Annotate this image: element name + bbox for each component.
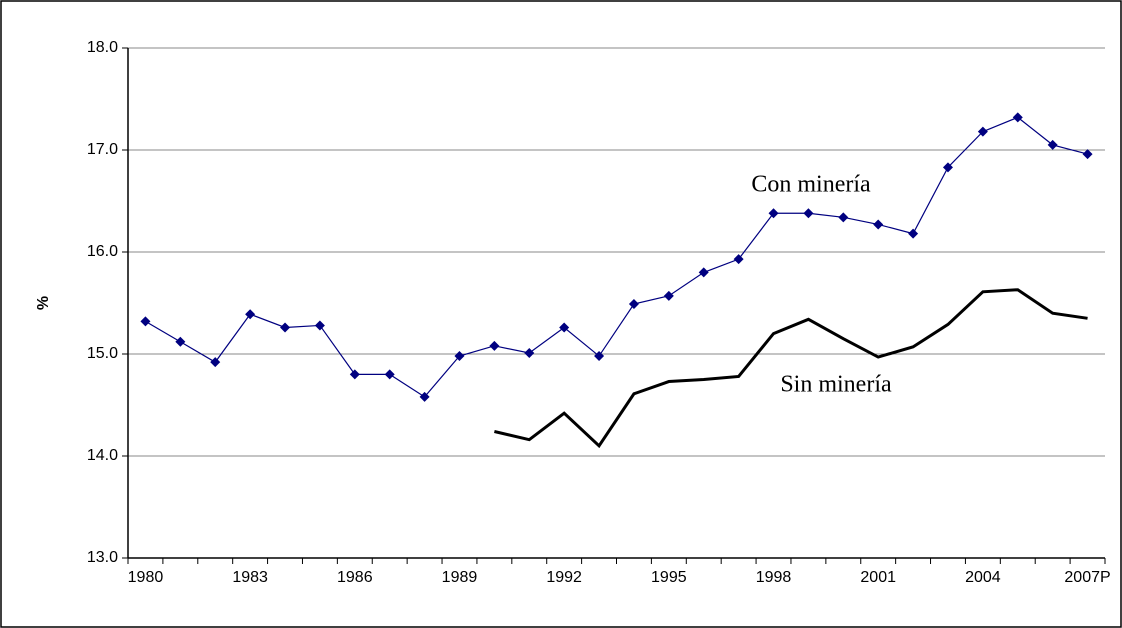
x-tick-label: 1983 (232, 569, 268, 586)
data-marker (419, 391, 430, 402)
data-marker (349, 369, 360, 380)
data-marker (314, 320, 325, 331)
series-annotation: Con minería (751, 172, 871, 198)
series-annotation: Sin minería (780, 372, 892, 398)
data-marker (838, 212, 849, 223)
x-tick-label: 1986 (337, 569, 373, 586)
data-marker (245, 309, 256, 320)
data-marker (524, 347, 535, 358)
y-axis-label: % (35, 296, 52, 310)
y-tick-label: 17.0 (87, 141, 118, 158)
x-tick-label: 2001 (860, 569, 896, 586)
data-marker (908, 228, 919, 239)
data-marker (280, 322, 291, 333)
y-tick-label: 13.0 (87, 549, 118, 566)
series-line (494, 288, 1088, 449)
data-marker (733, 254, 744, 265)
data-marker (942, 162, 953, 173)
x-tick-label: 1995 (651, 569, 687, 586)
data-marker (594, 351, 605, 362)
data-marker (175, 336, 186, 347)
data-marker (1012, 112, 1023, 123)
y-tick-label: 15.0 (87, 345, 118, 362)
data-marker (384, 369, 395, 380)
data-marker (1047, 139, 1058, 150)
data-marker (768, 208, 779, 219)
series-line (145, 116, 1088, 398)
data-marker (873, 219, 884, 230)
data-marker (559, 322, 570, 333)
data-marker (140, 316, 151, 327)
y-tick-label: 18.0 (87, 39, 118, 56)
data-marker (210, 357, 221, 368)
y-tick-label: 16.0 (87, 243, 118, 260)
x-tick-label: 1980 (128, 569, 164, 586)
x-tick-label: 1989 (442, 569, 478, 586)
x-tick-label: 2007P (1064, 569, 1110, 586)
y-tick-label: 14.0 (87, 447, 118, 464)
data-marker (1082, 149, 1093, 160)
data-marker (698, 267, 709, 278)
x-tick-label: 2004 (965, 569, 1001, 586)
data-marker (454, 351, 465, 362)
data-marker (977, 126, 988, 137)
x-tick-label: 1992 (546, 569, 582, 586)
data-marker (489, 340, 500, 351)
x-tick-label: 1998 (756, 569, 792, 586)
data-marker (628, 299, 639, 310)
data-marker (663, 290, 674, 301)
data-marker (803, 208, 814, 219)
